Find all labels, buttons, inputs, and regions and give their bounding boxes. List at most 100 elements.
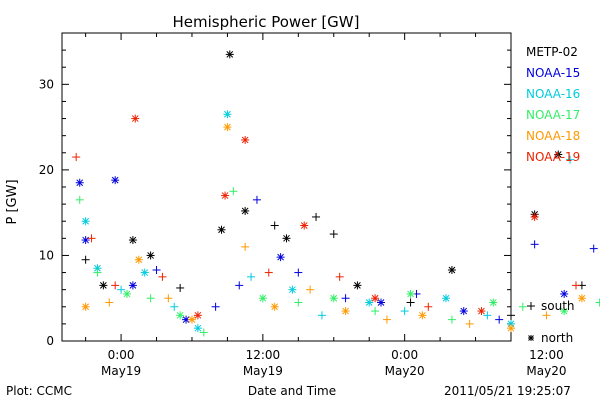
point-stroke bbox=[100, 282, 107, 289]
y-tick-label: 10 bbox=[39, 248, 54, 262]
north-point bbox=[341, 307, 350, 316]
south-point bbox=[81, 255, 90, 264]
x-axis-label: Date and Time bbox=[248, 384, 336, 398]
south-point bbox=[530, 240, 539, 249]
point-stroke bbox=[507, 324, 515, 332]
north-point bbox=[223, 123, 232, 132]
point-stroke bbox=[135, 256, 143, 264]
y-tick-label: 30 bbox=[39, 77, 54, 91]
point-stroke bbox=[330, 294, 338, 302]
north-point bbox=[418, 311, 427, 320]
chart-title: Hemispheric Power [GW] bbox=[173, 13, 360, 31]
point-stroke bbox=[289, 286, 296, 294]
point-stroke bbox=[277, 253, 284, 261]
legend-entry: NOAA-17 bbox=[526, 108, 580, 122]
south-point bbox=[75, 195, 84, 204]
north-point bbox=[217, 225, 226, 234]
point-stroke bbox=[419, 311, 426, 319]
north-point bbox=[193, 324, 202, 333]
south-point bbox=[294, 268, 303, 277]
north-marker-icon bbox=[528, 335, 534, 341]
point-stroke bbox=[241, 207, 249, 215]
north-point bbox=[134, 255, 143, 264]
point-stroke bbox=[82, 217, 89, 225]
point-stroke bbox=[377, 299, 385, 306]
point-stroke bbox=[365, 299, 373, 306]
north-point bbox=[530, 212, 539, 221]
north-point bbox=[140, 268, 149, 277]
north-point bbox=[81, 302, 90, 311]
north-point bbox=[459, 307, 468, 316]
south-point bbox=[158, 272, 167, 281]
north-point bbox=[241, 206, 250, 215]
x-tick-date-label: May20 bbox=[385, 364, 425, 378]
south-point bbox=[371, 307, 380, 316]
legend-entry: METP-02 bbox=[526, 45, 578, 59]
north-point bbox=[442, 294, 451, 303]
north-point bbox=[377, 298, 386, 307]
point-stroke bbox=[218, 226, 225, 234]
south-point bbox=[170, 302, 179, 311]
point-stroke bbox=[241, 136, 249, 144]
south-point bbox=[566, 155, 575, 164]
point-stroke bbox=[141, 269, 149, 276]
north-point bbox=[241, 135, 250, 144]
north-point bbox=[193, 311, 202, 320]
point-stroke bbox=[560, 307, 568, 315]
north-point bbox=[270, 302, 279, 311]
south-point bbox=[235, 281, 244, 290]
north-point bbox=[282, 234, 291, 243]
south-point bbox=[465, 319, 474, 328]
south-point bbox=[117, 285, 126, 294]
point-stroke bbox=[224, 110, 231, 118]
point-stroke bbox=[94, 264, 101, 272]
north-point bbox=[276, 253, 285, 262]
north-point bbox=[176, 311, 185, 320]
x-tick-date-label: May19 bbox=[101, 364, 141, 378]
north-point bbox=[81, 217, 90, 226]
south-point bbox=[329, 230, 338, 239]
x-tick-date-label: May19 bbox=[243, 364, 283, 378]
point-stroke bbox=[407, 290, 414, 298]
x-tick-time-label: 0:00 bbox=[391, 348, 418, 362]
point-stroke bbox=[224, 123, 231, 131]
south-point bbox=[247, 272, 256, 281]
point-stroke bbox=[442, 294, 450, 302]
legend-entry: NOAA-18 bbox=[526, 129, 580, 143]
marker-legend-label: south bbox=[541, 299, 575, 313]
data-points bbox=[72, 50, 600, 337]
south-point bbox=[335, 272, 344, 281]
point-stroke bbox=[129, 236, 137, 244]
north-point bbox=[99, 281, 108, 290]
south-point bbox=[252, 195, 261, 204]
south-point bbox=[264, 268, 273, 277]
north-point bbox=[371, 294, 380, 303]
point-stroke bbox=[300, 222, 308, 229]
north-point bbox=[353, 281, 362, 290]
x-tick-date-label: May20 bbox=[526, 364, 566, 378]
north-point bbox=[225, 50, 234, 59]
point-stroke bbox=[123, 290, 131, 298]
north-point bbox=[560, 289, 569, 298]
south-point bbox=[312, 212, 321, 221]
south-point bbox=[317, 311, 326, 320]
legend-entry: NOAA-19 bbox=[526, 150, 580, 164]
north-point bbox=[223, 110, 232, 119]
point-stroke bbox=[129, 282, 137, 289]
x-tick-time-label: 0:00 bbox=[108, 348, 135, 362]
legend-entry: NOAA-15 bbox=[526, 66, 580, 80]
y-tick-label: 0 bbox=[46, 334, 54, 348]
north-point bbox=[329, 294, 338, 303]
point-stroke bbox=[131, 115, 139, 122]
point-stroke bbox=[182, 316, 190, 323]
north-point bbox=[554, 150, 563, 159]
south-point bbox=[507, 311, 515, 320]
point-stroke bbox=[82, 303, 89, 311]
south-point bbox=[400, 307, 409, 316]
south-marker-icon bbox=[527, 302, 535, 310]
south-point bbox=[518, 302, 527, 311]
north-point bbox=[221, 191, 230, 200]
north-point bbox=[75, 178, 84, 187]
south-point bbox=[406, 298, 415, 307]
